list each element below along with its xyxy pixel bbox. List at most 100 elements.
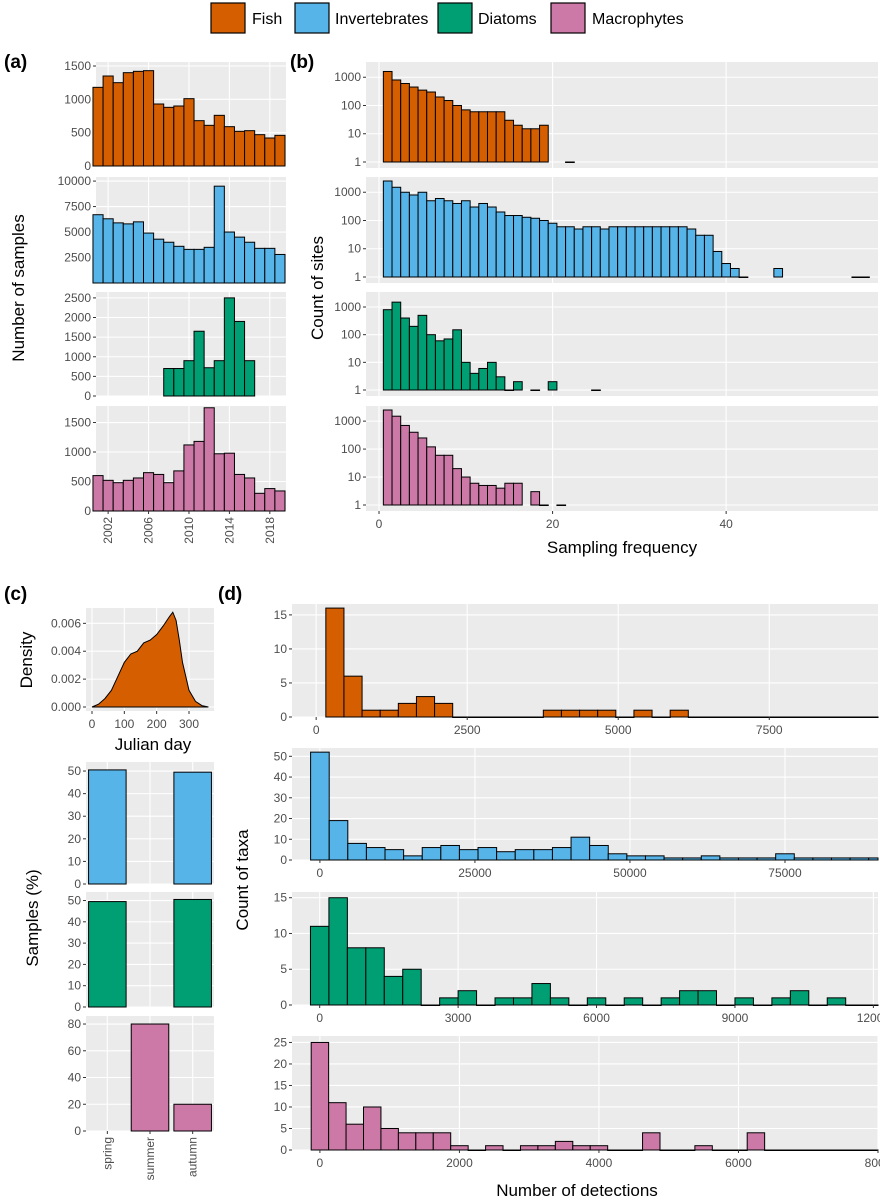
panel-b-fish-bar — [469, 111, 480, 163]
panel-a-fish-bar — [203, 124, 215, 167]
panel-d-fish-y-tick-label: 5 — [280, 676, 287, 690]
panel-b-invertebrates-bar — [599, 228, 610, 278]
panel-a-macrophytes-x-tick-label: 2010 — [182, 517, 196, 544]
panel-b-invertebrates-bar — [651, 226, 662, 278]
panel-a-macrophytes-panel: 0 500 1000 1500 2002 2006 2010 2014 2018 — [64, 406, 286, 544]
panel-a-invertebrates-bar — [223, 231, 235, 284]
panel-d-macrophytes-bar — [432, 1132, 452, 1151]
panel-b-macrophytes-bar — [539, 504, 549, 506]
panel-b-invertebrates-y-tick-label: 1 — [354, 270, 361, 284]
panel-d-fish-bar — [796, 716, 816, 718]
panel-b-invertebrates-bar — [426, 200, 436, 278]
panel-d-invertebrates-bar — [775, 853, 795, 861]
panel-b-diatoms-y-tick-label: 100 — [341, 328, 361, 342]
panel-d-fish-bar — [669, 709, 689, 718]
panel-d-diatoms-bar — [549, 997, 570, 1006]
panel-a-fish-bar — [122, 72, 134, 167]
panel-d-macrophytes-bar — [746, 1132, 766, 1151]
panel-d-fish-bar — [560, 709, 581, 718]
panel-b-invertebrates-bar — [469, 206, 480, 278]
panel-a-fish-y-tick-label: 1500 — [64, 59, 91, 73]
panel-c-macrophytes-y-tick-label: 80 — [68, 1017, 82, 1031]
panel-b-invertebrates-bar — [860, 276, 870, 278]
panel-d-invertebrates-x-tick-label: 50000 — [613, 866, 647, 880]
panel-d-fish-y-tick-label: 10 — [274, 642, 288, 656]
panel-d-invertebrates-bar — [440, 844, 460, 861]
panel-b-fish-bar — [426, 91, 436, 163]
panel-b-diatoms-y-tick-label: 1000 — [334, 300, 361, 314]
panel-a-macrophytes-bar — [132, 477, 144, 512]
panel-c-invertebrates-bar — [88, 769, 127, 885]
panel-a-fish-bar — [112, 82, 124, 167]
panel-a-invertebrates-y-tick-label: 2500 — [64, 251, 91, 265]
panel-a-diatoms-panel: 0 500 1000 1500 2000 2500 — [64, 291, 286, 403]
panel-b-diatoms-bar — [530, 389, 541, 391]
panel-b-diatoms-bar — [504, 389, 515, 391]
panel-a-y-label: Number of samples — [9, 214, 28, 361]
panel-d-diatoms-y-tick-label: 15 — [274, 891, 288, 905]
legend-label-fish: Fish — [252, 11, 282, 28]
panel-c-density-y-tick-label: 0.002 — [51, 672, 81, 686]
panel-d-macrophytes-bar — [799, 1149, 818, 1151]
panel-b-macrophytes-bar — [426, 446, 436, 506]
panel-b-y-label: Count of sites — [308, 236, 327, 340]
panel-c-invertebrates-y-tick-label: 50 — [68, 764, 82, 778]
panel-b-diatoms-bar — [513, 381, 523, 391]
panel-d-invertebrates-bar — [626, 855, 646, 861]
panel-a-diatoms-bar — [163, 368, 175, 397]
panel-b-invertebrates-bar — [677, 226, 688, 278]
panel-d-fish-bar — [397, 702, 417, 718]
panel-b-invertebrates-bar — [486, 206, 497, 278]
panel-d-diatoms-bar — [531, 983, 551, 1006]
panel-d-invertebrates-bar — [830, 857, 851, 861]
panel-a-fish-bar — [223, 126, 235, 167]
panel-b-fish-bar — [539, 124, 549, 163]
panel-b-invertebrates-bar — [539, 219, 549, 278]
panel-a-invertebrates-bar — [183, 248, 195, 284]
panel-d-invertebrates-bar — [849, 857, 870, 861]
panel-label-d: (d) — [218, 584, 242, 605]
panel-d-diatoms-bar — [679, 990, 699, 1006]
panel-a-fish-bar — [132, 70, 144, 167]
panel-b-invertebrates-bar — [851, 276, 862, 278]
panel-b-invertebrates-bar — [669, 226, 679, 278]
panel-b-macrophytes-bar — [400, 424, 410, 506]
panel-c-invertebrates-y-tick-label: 40 — [68, 787, 82, 801]
panel-d-fish-y-tick-label: 0 — [280, 710, 287, 724]
panel-b-invertebrates-panel: 1 10 100 1000 — [334, 177, 878, 284]
panel-b-diatoms-bar — [382, 309, 393, 391]
panel-d-fish-bar — [488, 716, 508, 718]
panel-d-macrophytes-bar — [607, 1149, 626, 1151]
panel-d-fish-bar — [343, 675, 363, 718]
panel-d-invertebrates-bar — [458, 849, 479, 861]
panel-a-fish-bar — [173, 105, 185, 167]
panel-c-diatoms-y-tick-label: 0 — [74, 1000, 81, 1014]
panel-d-diatoms-bar — [789, 990, 810, 1006]
panel-c-diatoms-bar — [173, 898, 212, 1008]
panel-d-macrophytes-bar — [659, 1149, 678, 1151]
panel-c-macrophytes-x-tick-label: summer — [143, 1137, 157, 1180]
panel-d-fish-bar — [524, 716, 544, 718]
panel-a-invertebrates-bar — [173, 245, 185, 284]
panel-d-invertebrates-panel: 0 10 20 30 40 50 0 25000 50000 75000 — [274, 748, 879, 880]
panel-a-macrophytes-bar — [233, 473, 246, 512]
panel-d-invertebrates-bar — [868, 857, 879, 861]
panel-b-invertebrates-bar — [617, 226, 627, 278]
panel-b-invertebrates-bar — [504, 215, 515, 278]
panel-b-invertebrates-bar — [478, 202, 488, 278]
panel-c-diatoms-y-tick-label: 20 — [68, 957, 82, 971]
panel-a-invertebrates-bar — [153, 238, 165, 284]
panel-d-diatoms-bar — [439, 997, 459, 1006]
panel-a-fish-bar — [264, 137, 276, 167]
panel-a-invertebrates-bar — [264, 247, 276, 284]
panel-d-invertebrates-y-tick-label: 50 — [274, 749, 288, 763]
panel-a-invertebrates-bar — [102, 218, 114, 284]
panel-d-diatoms-bar — [568, 1004, 588, 1006]
panel-a-macrophytes-bar — [163, 482, 175, 512]
panel-a-macrophytes-bar — [254, 492, 266, 512]
panel-a-invertebrates-y-tick-label: 10000 — [58, 174, 92, 188]
panel-b-invertebrates-bar — [703, 234, 714, 278]
panel-d-diatoms-bar — [660, 997, 681, 1006]
panel-b-diatoms-panel: 1 10 100 1000 — [334, 292, 878, 397]
panel-c-macrophytes-y-tick-label: 0 — [74, 1124, 81, 1138]
